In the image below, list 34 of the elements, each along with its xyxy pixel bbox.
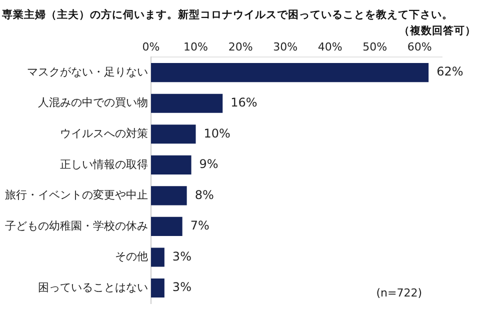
y-tick-label: 子どもの幼稚園・学校の休み: [5, 219, 148, 232]
data-label: 3%: [172, 280, 192, 294]
y-tick-label: 旅行・イベントの変更や中止: [5, 188, 148, 202]
annotation: (n=722): [376, 286, 422, 300]
chart-subtitle: （複数回答可）: [398, 24, 477, 38]
y-tick-label: 困っていることはない: [38, 280, 148, 294]
bar: [151, 186, 187, 206]
y-tick-label: 正しい情報の取得: [60, 158, 148, 171]
x-tick-label: 20%: [228, 40, 253, 54]
y-tick-label: ウイルスへの対策: [60, 126, 148, 140]
y-tick-label: マスクがない・足りない: [27, 65, 148, 78]
x-tick-label: 30%: [273, 40, 298, 54]
bar: [151, 278, 164, 298]
x-tick-label: 0%: [142, 40, 160, 54]
data-label: 10%: [204, 126, 230, 140]
bar: [151, 94, 223, 113]
bar: [151, 63, 429, 82]
bar: [151, 155, 192, 174]
chart-title: 専業主婦（主夫）の方に伺います。新型コロナウイルスで困っていることを教えて下さい。: [1, 8, 454, 22]
bar: [151, 216, 182, 236]
y-tick-label: 人混みの中での買い物: [38, 96, 148, 110]
data-label: 8%: [194, 188, 214, 202]
x-tick-label: 40%: [318, 40, 342, 54]
data-label: 7%: [190, 218, 210, 233]
y-tick-label: その他: [115, 250, 148, 264]
data-label: 9%: [199, 157, 218, 172]
data-label: 3%: [172, 249, 192, 264]
data-label: 62%: [436, 64, 464, 79]
data-label: 16%: [230, 95, 258, 110]
x-tick-label: 60%: [407, 40, 432, 54]
bar: [151, 124, 196, 144]
bar: [151, 248, 164, 267]
x-tick-label: 50%: [362, 40, 388, 54]
x-tick-label: 10%: [184, 40, 208, 54]
